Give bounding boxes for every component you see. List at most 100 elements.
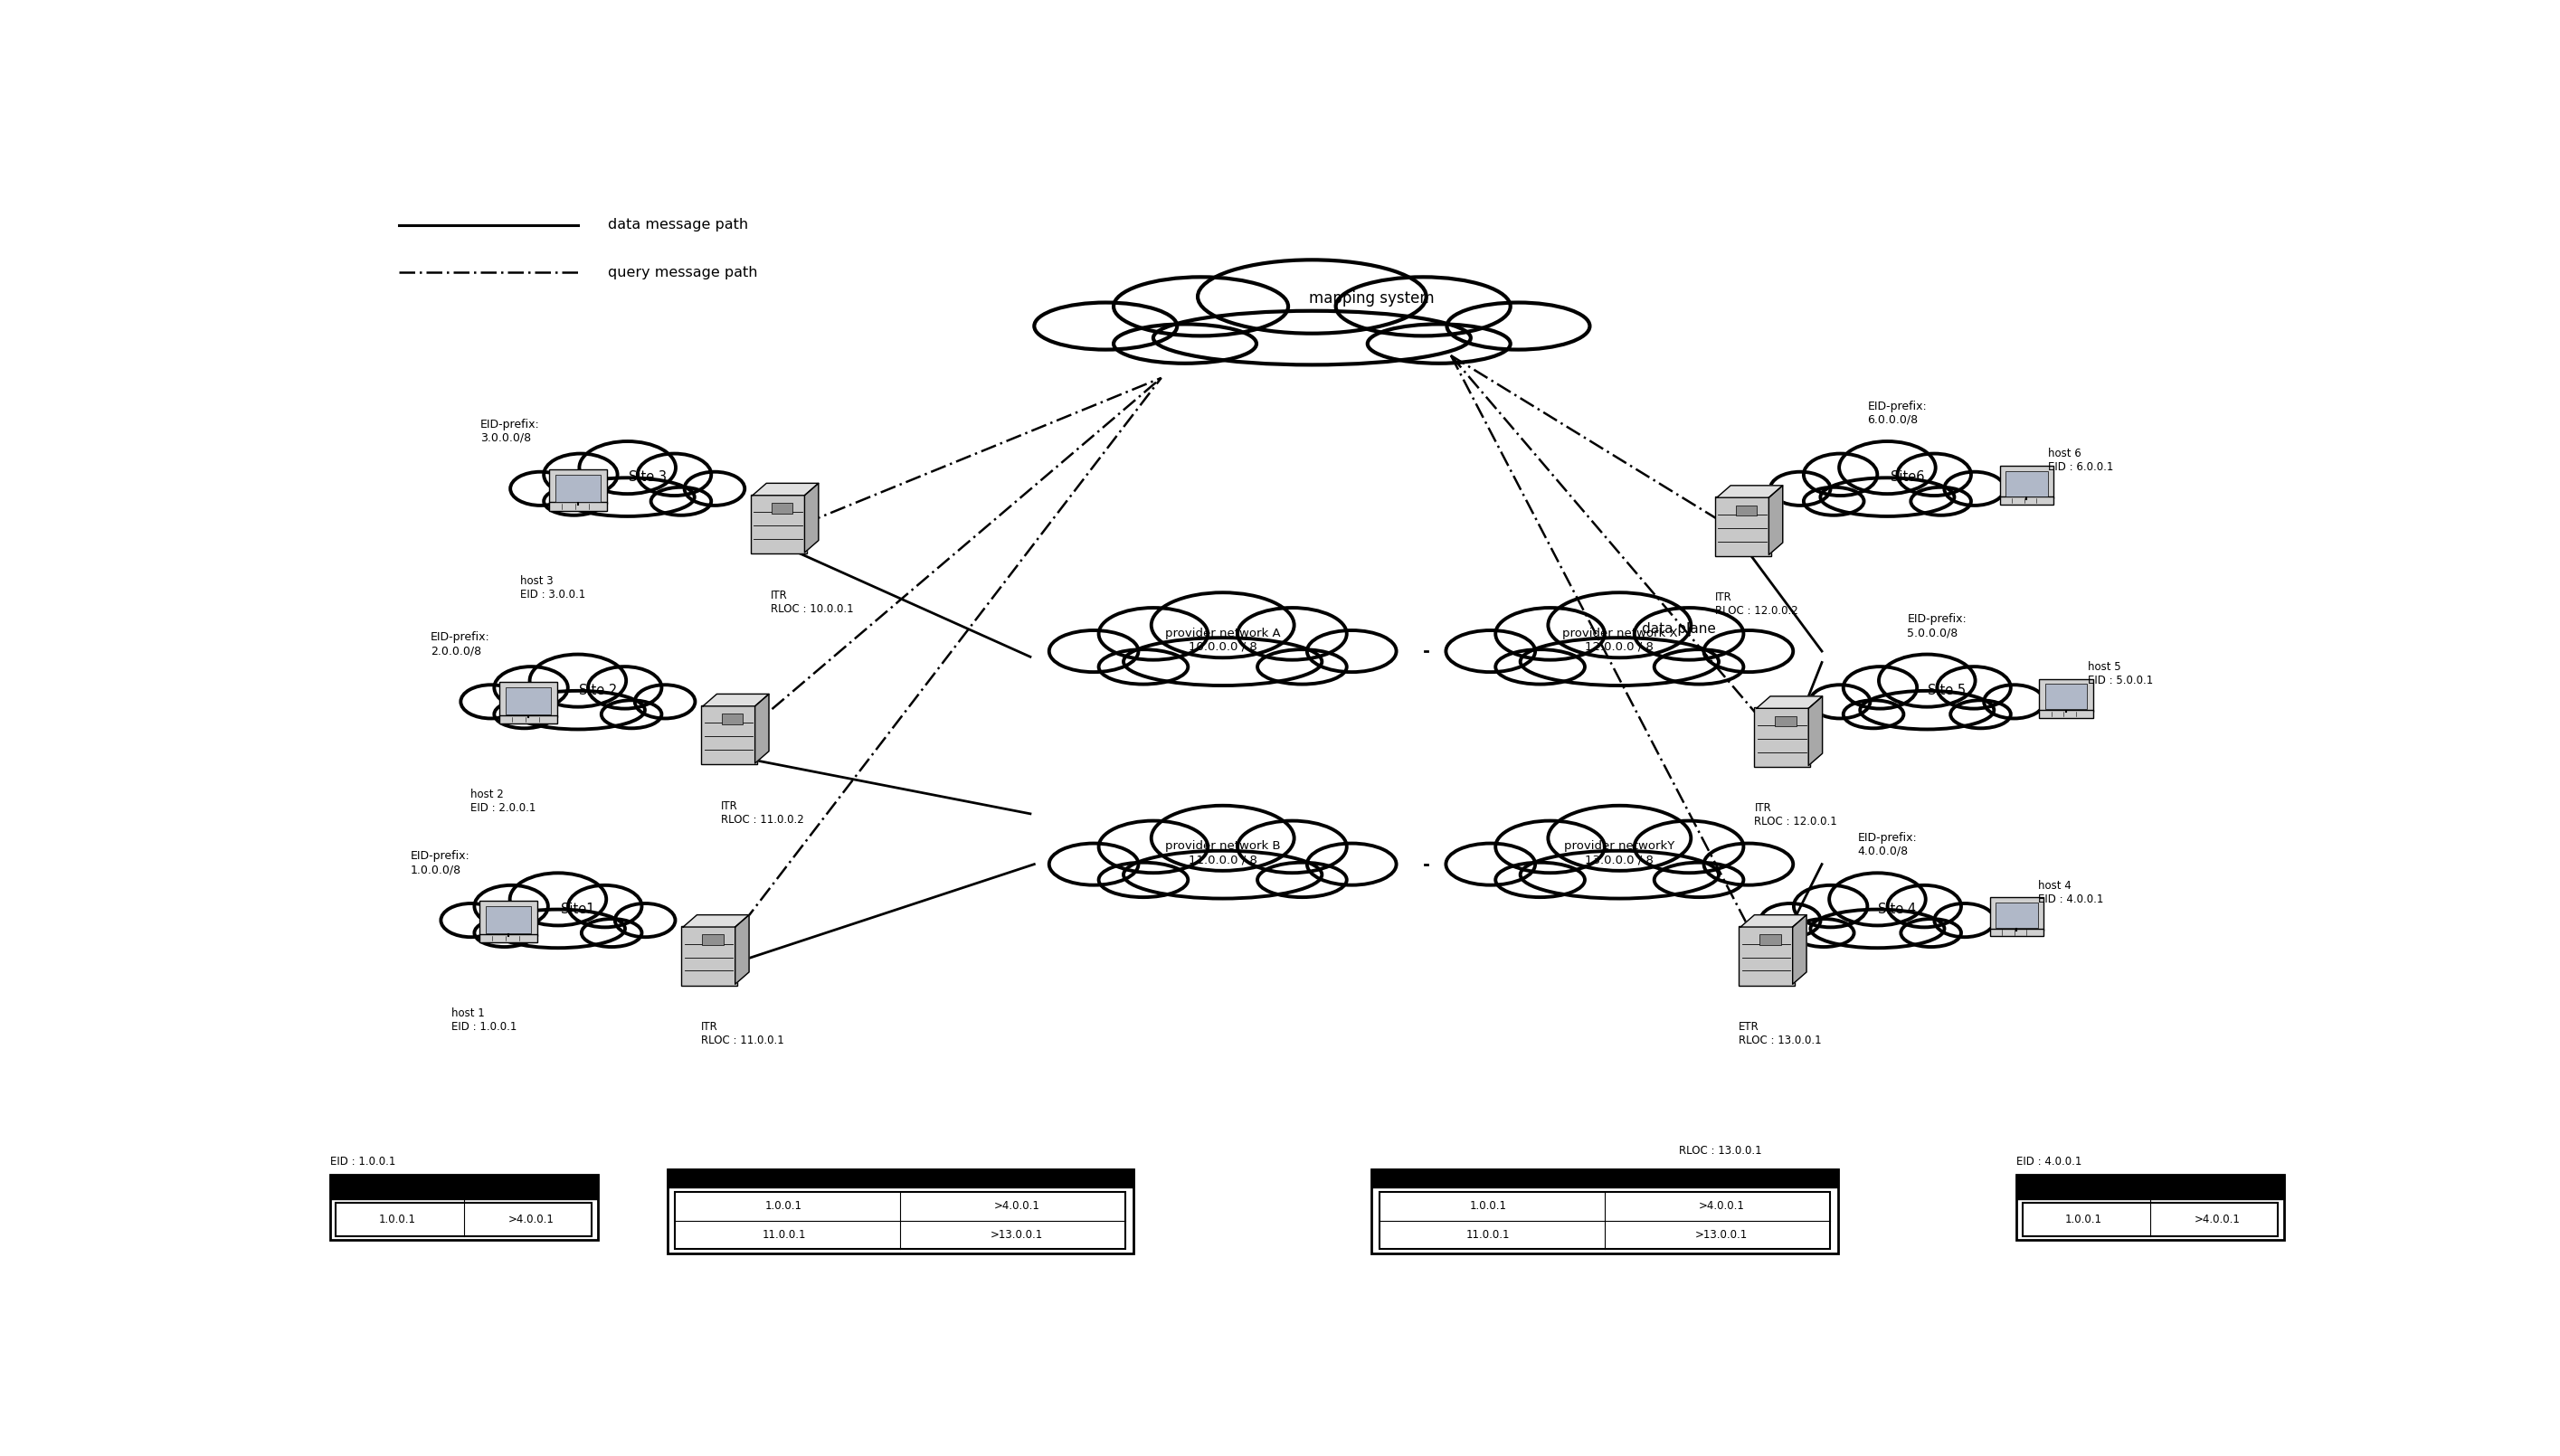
FancyBboxPatch shape <box>479 933 538 942</box>
Ellipse shape <box>1838 441 1935 494</box>
FancyBboxPatch shape <box>1380 1192 1830 1249</box>
Polygon shape <box>755 695 768 763</box>
Ellipse shape <box>1897 454 1971 495</box>
Ellipse shape <box>1495 862 1585 897</box>
Polygon shape <box>1756 696 1823 709</box>
FancyBboxPatch shape <box>750 494 806 553</box>
Ellipse shape <box>1805 454 1876 495</box>
Text: Site 2: Site 2 <box>579 684 617 697</box>
Ellipse shape <box>1843 700 1905 728</box>
FancyBboxPatch shape <box>2045 684 2086 709</box>
Ellipse shape <box>1198 259 1426 333</box>
Ellipse shape <box>561 478 694 517</box>
FancyBboxPatch shape <box>556 475 599 501</box>
Ellipse shape <box>1495 821 1605 874</box>
Ellipse shape <box>581 919 643 946</box>
Text: EID-prefix:
1.0.0.0/8: EID-prefix: 1.0.0.0/8 <box>410 850 471 875</box>
Ellipse shape <box>1050 630 1139 673</box>
Ellipse shape <box>1521 850 1718 898</box>
FancyBboxPatch shape <box>550 469 607 504</box>
Text: >13.0.0.1: >13.0.0.1 <box>1695 1229 1748 1241</box>
Polygon shape <box>704 695 768 706</box>
Text: RLOC : 13.0.0.1: RLOC : 13.0.0.1 <box>1679 1144 1761 1156</box>
Ellipse shape <box>1654 862 1743 897</box>
FancyBboxPatch shape <box>2022 1203 2278 1236</box>
FancyBboxPatch shape <box>1774 716 1797 727</box>
Ellipse shape <box>461 684 522 718</box>
Ellipse shape <box>1152 805 1295 871</box>
Ellipse shape <box>1654 649 1743 684</box>
Ellipse shape <box>512 690 645 729</box>
Ellipse shape <box>1795 885 1866 927</box>
Ellipse shape <box>1810 684 1871 718</box>
Ellipse shape <box>1336 277 1510 336</box>
Text: host 6
EID : 6.0.0.1: host 6 EID : 6.0.0.1 <box>2048 448 2115 473</box>
Polygon shape <box>1792 914 1807 984</box>
Ellipse shape <box>684 472 745 505</box>
Ellipse shape <box>1935 903 1994 938</box>
Text: Site 4: Site 4 <box>1879 903 1917 916</box>
Text: 1.0.0.1: 1.0.0.1 <box>2066 1214 2102 1226</box>
Text: ITR
RLOC : 11.0.0.1: ITR RLOC : 11.0.0.1 <box>701 1021 783 1047</box>
Ellipse shape <box>509 874 607 926</box>
Ellipse shape <box>1257 862 1347 897</box>
Ellipse shape <box>1446 303 1590 349</box>
Ellipse shape <box>1034 303 1178 349</box>
Text: ITR
RLOC : 12.0.0.2: ITR RLOC : 12.0.0.2 <box>1715 591 1797 617</box>
Ellipse shape <box>1910 488 1971 515</box>
Ellipse shape <box>1446 630 1536 673</box>
Ellipse shape <box>1114 277 1288 336</box>
Ellipse shape <box>635 684 696 718</box>
FancyBboxPatch shape <box>2017 1175 2284 1241</box>
Text: 11.0.0.1: 11.0.0.1 <box>1467 1229 1510 1241</box>
Text: Site 5: Site 5 <box>1928 684 1966 697</box>
Text: EID-prefix:
4.0.0.0/8: EID-prefix: 4.0.0.0/8 <box>1859 831 1917 858</box>
Ellipse shape <box>1098 607 1208 660</box>
Ellipse shape <box>1705 843 1792 885</box>
Text: host 5
EID : 5.0.0.1: host 5 EID : 5.0.0.1 <box>2089 661 2153 686</box>
Text: ITR
RLOC : 12.0.0.1: ITR RLOC : 12.0.0.1 <box>1754 802 1838 828</box>
Text: EID-prefix:
6.0.0.0/8: EID-prefix: 6.0.0.0/8 <box>1869 400 1928 425</box>
FancyBboxPatch shape <box>330 1175 599 1200</box>
Text: host 2
EID : 2.0.0.1: host 2 EID : 2.0.0.1 <box>471 789 535 814</box>
Ellipse shape <box>1495 607 1605 660</box>
Polygon shape <box>804 483 819 552</box>
Ellipse shape <box>1887 885 1961 927</box>
Text: provider network A
10.0.0.0 / 8: provider network A 10.0.0.0 / 8 <box>1165 628 1280 652</box>
Ellipse shape <box>589 667 660 709</box>
Ellipse shape <box>543 454 617 495</box>
FancyBboxPatch shape <box>1989 897 2043 930</box>
Ellipse shape <box>602 700 660 728</box>
Ellipse shape <box>1124 638 1321 686</box>
Ellipse shape <box>1152 593 1295 658</box>
Ellipse shape <box>614 903 676 938</box>
Text: host 3
EID : 3.0.0.1: host 3 EID : 3.0.0.1 <box>520 575 586 601</box>
FancyBboxPatch shape <box>1754 708 1810 767</box>
Ellipse shape <box>1769 472 1830 505</box>
Text: 1.0.0.1: 1.0.0.1 <box>765 1200 801 1213</box>
Ellipse shape <box>1495 649 1585 684</box>
FancyBboxPatch shape <box>1997 903 2038 927</box>
Ellipse shape <box>1367 325 1510 364</box>
Text: query message path: query message path <box>607 265 758 280</box>
Ellipse shape <box>509 472 571 505</box>
FancyBboxPatch shape <box>701 935 724 945</box>
Ellipse shape <box>1446 843 1536 885</box>
Ellipse shape <box>1124 850 1321 898</box>
FancyBboxPatch shape <box>1736 505 1756 515</box>
Ellipse shape <box>1114 325 1257 364</box>
Polygon shape <box>753 483 819 495</box>
Text: EID : 4.0.0.1: EID : 4.0.0.1 <box>2017 1156 2081 1168</box>
Text: >4.0.0.1: >4.0.0.1 <box>993 1200 1039 1213</box>
FancyBboxPatch shape <box>499 681 558 716</box>
Ellipse shape <box>1236 607 1347 660</box>
Ellipse shape <box>579 441 676 494</box>
Ellipse shape <box>530 654 627 708</box>
Polygon shape <box>735 914 750 984</box>
Text: Site 3: Site 3 <box>627 470 666 485</box>
Text: provider networkY
13.0.0.0 / 8: provider networkY 13.0.0.0 / 8 <box>1564 840 1674 866</box>
FancyBboxPatch shape <box>486 906 530 933</box>
Ellipse shape <box>1098 821 1208 874</box>
Ellipse shape <box>1521 638 1718 686</box>
FancyBboxPatch shape <box>1372 1169 1838 1254</box>
